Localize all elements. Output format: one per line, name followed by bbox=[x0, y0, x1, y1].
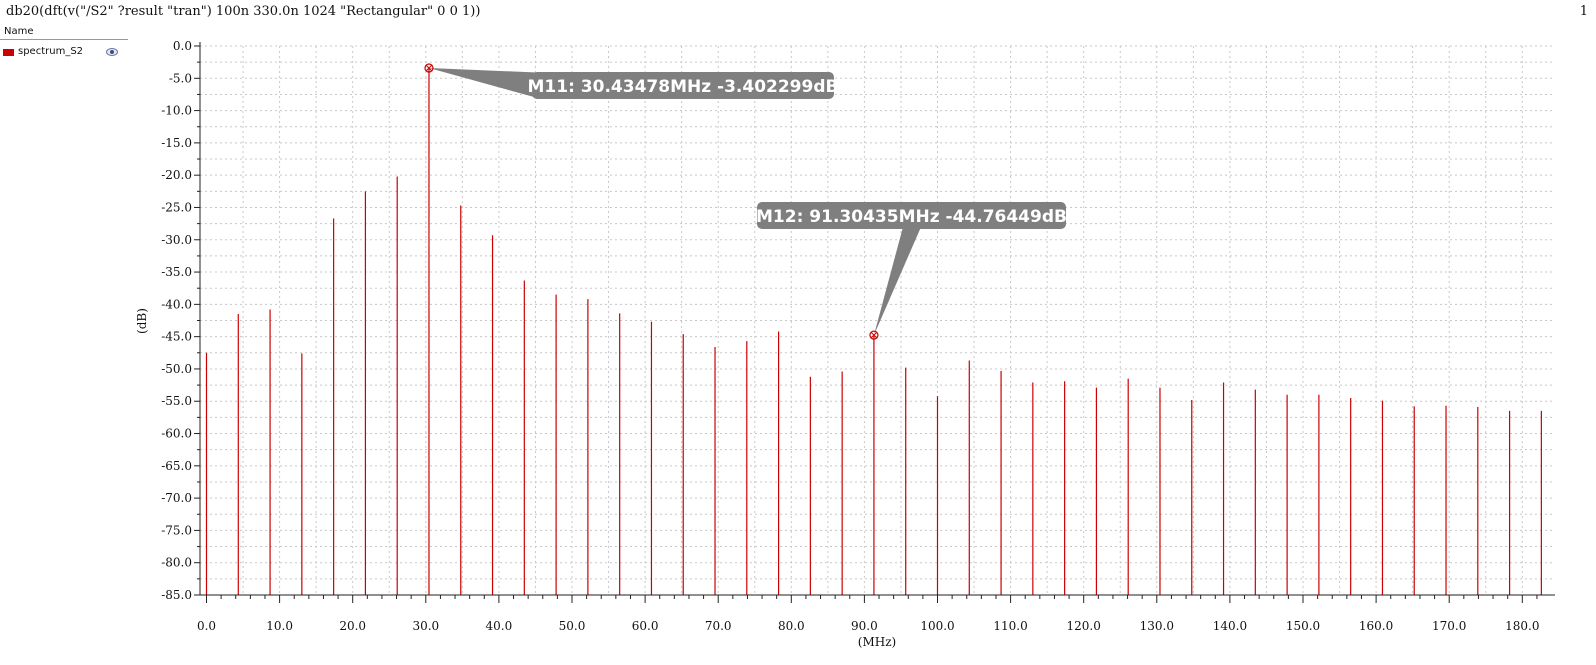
legend-heading: Name bbox=[0, 26, 128, 40]
y-axis-label: (dB) bbox=[135, 308, 149, 334]
callout-box bbox=[757, 202, 1066, 229]
axes bbox=[194, 42, 1555, 603]
series-name: spectrum_S2 bbox=[18, 46, 84, 57]
marker-label: M12: 91.30435MHz -44.76449dB bbox=[756, 207, 1067, 227]
x-tick-label: 50.0 bbox=[559, 619, 586, 633]
x-tick-label: 140.0 bbox=[1213, 619, 1247, 633]
callout-pointer bbox=[873, 227, 921, 336]
x-tick-label: 0.0 bbox=[197, 619, 216, 633]
x-tick-label: 130.0 bbox=[1140, 619, 1174, 633]
y-tick-label: -45.0 bbox=[161, 330, 192, 344]
x-tick-label: 20.0 bbox=[339, 619, 366, 633]
x-tick-label: 60.0 bbox=[632, 619, 659, 633]
markers: M11: 30.43478MHz -3.402299dB M12: 91.3043… bbox=[424, 63, 1067, 340]
y-tick-label: -50.0 bbox=[161, 362, 192, 376]
x-tick-label: 120.0 bbox=[1067, 619, 1101, 633]
y-tick-labels: 0.0 -5.0 -10.0 -15.0 -20.0 -25.0 -30.0 -35.0 -40… bbox=[161, 39, 192, 602]
spectrum-stems bbox=[205, 67, 1542, 595]
x-tick-label: 30.0 bbox=[412, 619, 439, 633]
x-tick-label: 160.0 bbox=[1359, 619, 1393, 633]
marker-callout: M12: 91.30435MHz -44.76449dB bbox=[756, 202, 1067, 340]
x-tick-label: 180.0 bbox=[1505, 619, 1539, 633]
x-tick-label: 170.0 bbox=[1432, 619, 1466, 633]
y-tick-label: -70.0 bbox=[161, 491, 192, 505]
x-tick-label: 10.0 bbox=[266, 619, 293, 633]
legend-panel: Name spectrum_S2 bbox=[0, 26, 128, 61]
x-tick-label: 110.0 bbox=[993, 619, 1027, 633]
x-tick-label: 150.0 bbox=[1286, 619, 1320, 633]
x-tick-labels: 0.0 10.0 20.0 30.0 40.0 50.0 60.0 70.0 80.0 90.0 1… bbox=[197, 619, 1540, 633]
y-tick-label: -30.0 bbox=[161, 233, 192, 247]
y-tick-label: -60.0 bbox=[161, 427, 192, 441]
marker-label: M11: 30.43478MHz -3.402299dB bbox=[528, 77, 839, 97]
y-tick-label: -10.0 bbox=[161, 104, 192, 118]
page-number: 1 bbox=[1579, 4, 1588, 19]
marker-point bbox=[869, 330, 879, 340]
y-tick-label: -85.0 bbox=[161, 588, 192, 602]
callout-box bbox=[532, 72, 834, 99]
x-tick-label: 70.0 bbox=[705, 619, 732, 633]
x-tick-label: 40.0 bbox=[486, 619, 513, 633]
y-tick-label: -25.0 bbox=[161, 200, 192, 214]
grid-lines bbox=[200, 45, 1555, 596]
x-tick-label: 100.0 bbox=[920, 619, 954, 633]
expression-title: db20(dft(v("/S2" ?result "tran") 100n 33… bbox=[6, 4, 481, 19]
x-tick-label: 90.0 bbox=[851, 619, 878, 633]
x-tick-label: 80.0 bbox=[778, 619, 805, 633]
marker-cross bbox=[870, 331, 878, 339]
marker-point bbox=[424, 63, 434, 73]
series-color-swatch bbox=[3, 49, 14, 56]
y-tick-label: -55.0 bbox=[161, 394, 192, 408]
y-tick-label: -40.0 bbox=[161, 297, 192, 311]
y-tick-label: -5.0 bbox=[169, 71, 192, 85]
y-tick-label: -20.0 bbox=[161, 168, 192, 182]
y-tick-label: 0.0 bbox=[173, 39, 192, 53]
y-tick-label: -75.0 bbox=[161, 523, 192, 537]
legend-entry[interactable]: spectrum_S2 bbox=[0, 45, 128, 61]
y-tick-label: -80.0 bbox=[161, 556, 192, 570]
y-tick-label: -15.0 bbox=[161, 136, 192, 150]
y-tick-label: -35.0 bbox=[161, 265, 192, 279]
marker-cross bbox=[425, 64, 433, 72]
eye-icon[interactable] bbox=[106, 46, 118, 58]
x-axis-label: (MHz) bbox=[858, 635, 896, 649]
marker-callout: M11: 30.43478MHz -3.402299dB bbox=[424, 63, 839, 99]
y-tick-label: -65.0 bbox=[161, 459, 192, 473]
